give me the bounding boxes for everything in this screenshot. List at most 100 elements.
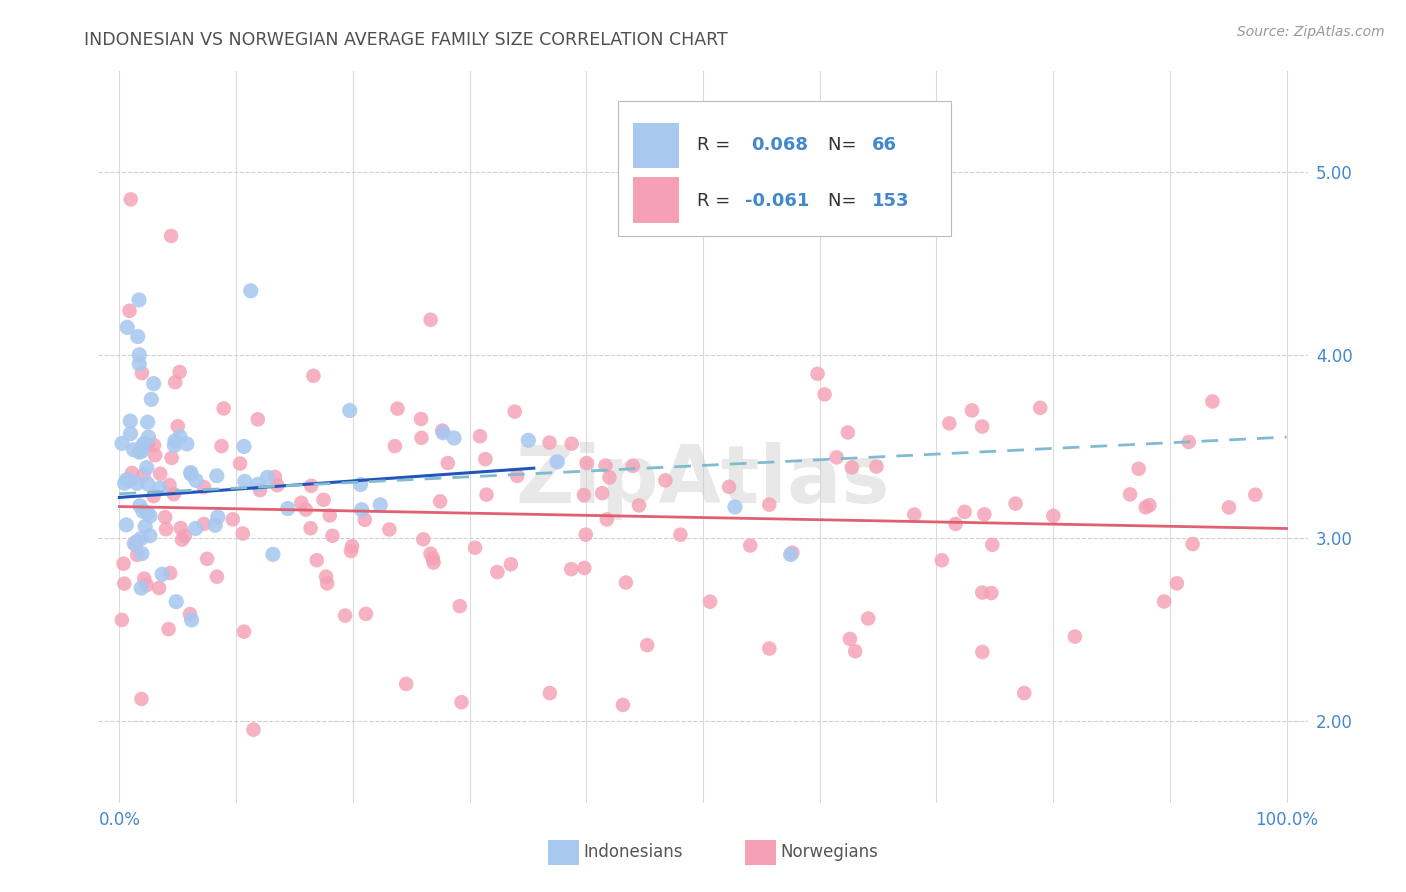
Point xyxy=(903,508,925,522)
Point xyxy=(499,558,522,572)
Text: 66: 66 xyxy=(872,136,897,153)
Point xyxy=(295,502,318,516)
Point xyxy=(825,450,848,465)
Point xyxy=(938,417,960,431)
Point xyxy=(474,452,496,467)
Point xyxy=(120,193,142,207)
Point xyxy=(419,312,441,326)
Point xyxy=(1166,576,1188,591)
Point xyxy=(160,450,183,465)
FancyBboxPatch shape xyxy=(633,122,679,168)
Point xyxy=(136,476,159,491)
Point xyxy=(111,436,134,450)
Point xyxy=(612,698,634,712)
Point xyxy=(627,499,650,513)
Point xyxy=(621,458,644,473)
Point xyxy=(256,470,278,484)
Point xyxy=(180,466,202,480)
Point xyxy=(127,548,149,562)
Point xyxy=(1004,497,1026,511)
Point xyxy=(806,367,828,381)
Point xyxy=(724,500,747,514)
Point xyxy=(125,476,148,491)
Point xyxy=(758,641,780,656)
Point xyxy=(169,365,191,379)
Point xyxy=(184,474,207,488)
Text: N=: N= xyxy=(828,192,862,210)
Point xyxy=(163,438,186,452)
Point xyxy=(134,519,156,533)
Point xyxy=(120,426,142,441)
Point xyxy=(150,567,173,582)
FancyBboxPatch shape xyxy=(633,178,679,223)
Point xyxy=(409,412,432,426)
Point xyxy=(395,677,418,691)
Point xyxy=(139,529,162,543)
Point xyxy=(179,607,201,622)
Point xyxy=(266,478,288,492)
Point xyxy=(242,723,264,737)
Point xyxy=(232,526,254,541)
Point xyxy=(233,475,256,489)
Text: 0.068: 0.068 xyxy=(751,136,808,153)
Point xyxy=(159,478,181,492)
Point xyxy=(595,458,617,473)
Point xyxy=(165,375,187,389)
Point xyxy=(205,570,228,584)
Point xyxy=(1029,401,1052,415)
Point xyxy=(143,448,166,462)
Point xyxy=(155,522,177,536)
Point xyxy=(598,470,620,484)
Point xyxy=(339,403,361,417)
Point xyxy=(239,284,262,298)
Point xyxy=(1135,500,1157,515)
Point xyxy=(277,501,299,516)
Point xyxy=(290,496,312,510)
Point xyxy=(315,569,337,583)
Point xyxy=(180,613,202,627)
Point xyxy=(142,489,165,503)
Point xyxy=(212,401,235,416)
Point xyxy=(163,434,186,448)
Point xyxy=(506,469,529,483)
Point xyxy=(131,547,153,561)
Point xyxy=(837,425,859,440)
Point xyxy=(125,534,148,549)
Point xyxy=(157,622,180,636)
Point xyxy=(173,529,195,543)
Point xyxy=(129,532,152,546)
Point xyxy=(636,638,658,652)
Point xyxy=(117,320,139,334)
Point xyxy=(124,538,146,552)
Point xyxy=(973,508,995,522)
Point xyxy=(1137,498,1160,512)
Point xyxy=(141,392,163,407)
Point xyxy=(960,403,983,417)
Point xyxy=(132,437,155,451)
Point xyxy=(129,581,152,595)
Point xyxy=(1012,686,1035,700)
Point xyxy=(546,455,568,469)
Point xyxy=(945,516,967,531)
Point xyxy=(233,439,256,453)
Point xyxy=(813,387,835,401)
Text: ZipAtlas: ZipAtlas xyxy=(516,442,890,520)
Point xyxy=(1153,594,1175,608)
Point xyxy=(1178,434,1201,449)
Point xyxy=(856,611,879,625)
Point xyxy=(229,457,252,471)
Point xyxy=(312,492,335,507)
Text: Source: ZipAtlas.com: Source: ZipAtlas.com xyxy=(1237,25,1385,39)
Point xyxy=(139,508,162,523)
Point xyxy=(299,479,322,493)
Text: 153: 153 xyxy=(872,192,910,210)
Point xyxy=(135,578,157,592)
Point xyxy=(159,566,181,580)
Point xyxy=(1218,500,1240,515)
Point xyxy=(132,467,155,482)
Point xyxy=(305,553,328,567)
Point xyxy=(350,502,373,516)
Point xyxy=(449,599,471,614)
Point xyxy=(112,576,135,591)
Point xyxy=(166,419,188,434)
